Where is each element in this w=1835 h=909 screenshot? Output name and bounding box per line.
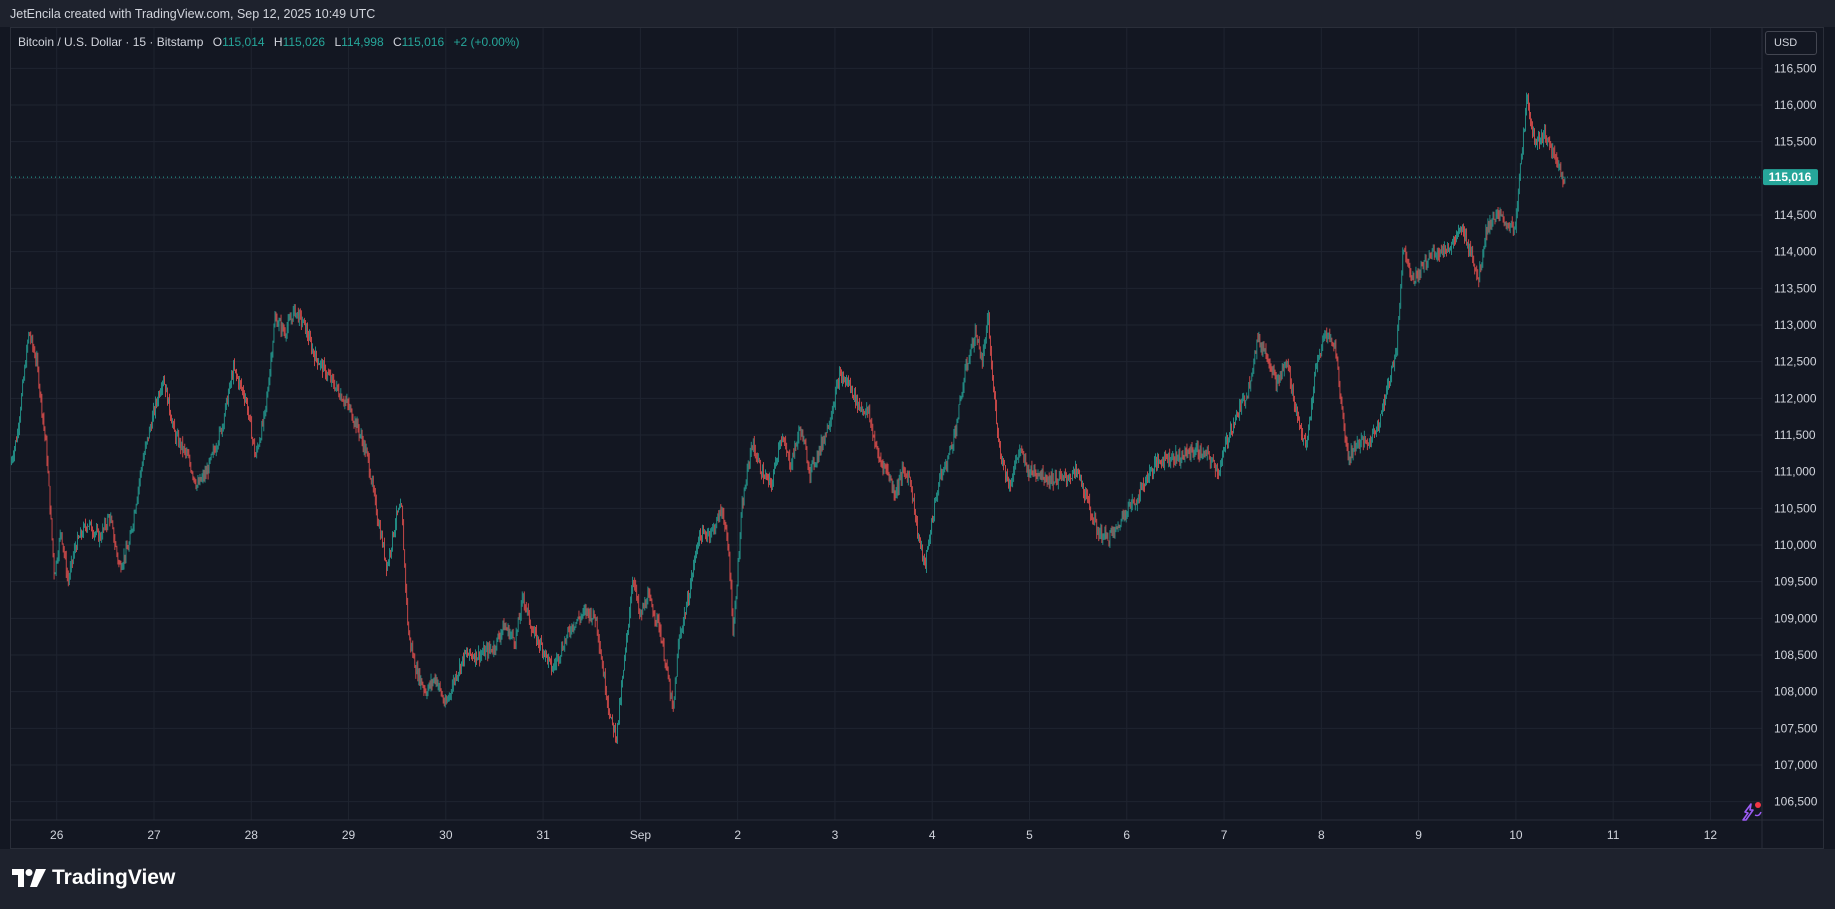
price-tick-label: 110,500	[1774, 501, 1817, 515]
time-tick-label: 7	[1221, 828, 1228, 842]
time-tick-label: 3	[832, 828, 839, 842]
time-tick-label: 28	[245, 828, 259, 842]
price-tick-label: 109,000	[1774, 611, 1818, 625]
price-tick-label: 112,000	[1774, 391, 1817, 405]
high-label: H	[273, 35, 283, 49]
last-price-badge	[1763, 169, 1818, 186]
price-tick-label: 110,000	[1774, 538, 1817, 552]
time-tick-label: 27	[147, 828, 161, 842]
close-label: C	[392, 35, 402, 49]
time-tick-label: 30	[439, 828, 453, 842]
tradingview-logo-icon	[12, 869, 46, 887]
last-price-label: 115,016	[1769, 170, 1812, 184]
time-tick-label: 12	[1704, 828, 1718, 842]
price-tick-label: 112,500	[1774, 355, 1817, 369]
price-tick-label: 109,500	[1774, 575, 1818, 589]
price-tick-label: 113,500	[1774, 281, 1817, 295]
price-tick-label: 116,500	[1774, 61, 1817, 75]
brand-name: TradingView	[52, 866, 176, 889]
price-tick-label: 108,500	[1774, 648, 1818, 662]
time-tick-label: 8	[1318, 828, 1325, 842]
price-tick-label: 107,500	[1774, 721, 1818, 735]
price-tick-label: 108,000	[1774, 685, 1818, 699]
price-tick-label: 107,000	[1774, 758, 1818, 772]
close-value: 115,016	[401, 35, 445, 49]
time-tick-label: 6	[1123, 828, 1130, 842]
price-tick-label: 114,000	[1774, 245, 1817, 259]
open-label: O	[212, 35, 223, 49]
price-tick-label: 106,500	[1774, 795, 1818, 809]
time-tick-label: 9	[1415, 828, 1422, 842]
time-tick-label: 4	[929, 828, 936, 842]
time-tick-label: 26	[50, 828, 64, 842]
low-value: 114,998	[341, 35, 384, 49]
top-bar: JetEncila created with TradingView.com, …	[0, 0, 1835, 27]
time-tick-label: 2	[734, 828, 741, 842]
price-tick-label: 111,000	[1774, 465, 1816, 479]
high-value: 115,026	[282, 35, 326, 49]
price-tick-label: 115,500	[1774, 135, 1817, 149]
time-tick-label: 31	[536, 828, 550, 842]
tradingview-brand[interactable]: TradingView	[12, 866, 175, 890]
currency-button[interactable]: USD	[1765, 31, 1817, 55]
open-value: 115,014	[222, 35, 265, 49]
change-value: +2 (+0.00%)	[453, 35, 520, 49]
chart-legend: Bitcoin / U.S. Dollar · 15 · Bitstamp O1…	[18, 35, 520, 49]
symbol-title: Bitcoin / U.S. Dollar · 15 · Bitstamp	[18, 35, 204, 49]
price-tick-label: 111,500	[1774, 428, 1816, 442]
time-tick-label: 10	[1509, 828, 1523, 842]
price-tick-label: 114,500	[1774, 208, 1817, 222]
sparkle-assistant-icon[interactable]	[1739, 798, 1765, 824]
price-tick-label: 113,000	[1774, 318, 1817, 332]
time-tick-label: 5	[1026, 828, 1033, 842]
author-byline: JetEncila created with TradingView.com, …	[10, 7, 376, 21]
price-tick-label: 116,000	[1774, 98, 1817, 112]
time-tick-label: Sep	[630, 828, 652, 842]
low-label: L	[334, 35, 342, 49]
time-tick-label: 11	[1607, 828, 1620, 842]
time-tick-label: 29	[342, 828, 356, 842]
bottom-bar	[0, 849, 1835, 909]
